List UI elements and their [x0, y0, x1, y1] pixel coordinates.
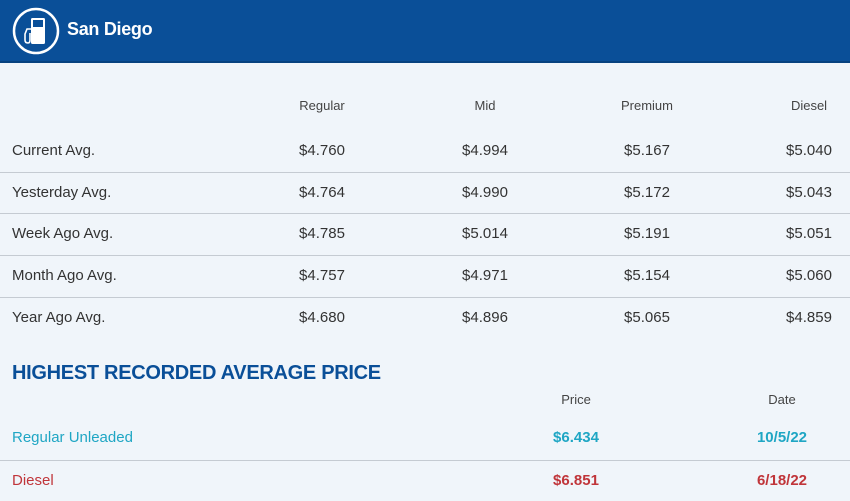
price-value: $5.065: [624, 309, 670, 326]
column-header: Regular: [299, 98, 345, 113]
table-row: Year Ago Avg. $4.680 $4.896 $5.065 $4.859: [0, 297, 850, 338]
price-value: $4.757: [299, 267, 345, 284]
row-label: Year Ago Avg.: [12, 309, 106, 326]
table-row: Month Ago Avg. $4.757 $4.971 $5.154 $5.060: [0, 255, 850, 296]
column-header: Mid: [474, 98, 496, 113]
fuel-label: Diesel: [12, 472, 54, 489]
price-value: $5.040: [786, 142, 832, 159]
table-row: Diesel $6.851 6/18/22: [0, 460, 850, 501]
column-header: Premium: [620, 98, 673, 113]
price-value: $5.154: [624, 267, 670, 284]
price-value: $4.680: [299, 309, 345, 326]
header-bar: San Diego: [0, 0, 850, 63]
record-price: $6.434: [553, 429, 599, 446]
row-label: Current Avg.: [12, 142, 96, 159]
price-value: $5.014: [462, 225, 508, 242]
price-value: $4.760: [299, 142, 345, 159]
price-value: $4.990: [462, 184, 508, 201]
column-header: Date: [768, 392, 796, 407]
highest-table-header: Price Date: [0, 392, 850, 433]
price-value: $5.060: [786, 267, 832, 284]
price-value: $4.764: [299, 184, 345, 201]
table-row: Yesterday Avg. $4.764 $4.990 $5.172 $5.043: [0, 172, 850, 213]
table-row: Week Ago Avg. $4.785 $5.014 $5.191 $5.051: [0, 213, 850, 254]
price-value: $5.051: [786, 225, 832, 242]
price-value: $4.994: [462, 142, 508, 159]
column-header: Price: [561, 392, 591, 407]
row-label: Month Ago Avg.: [12, 267, 117, 284]
price-value: $4.971: [462, 267, 508, 284]
table-row: Regular Unleaded $6.434 10/5/22: [0, 429, 850, 470]
row-label: Yesterday Avg.: [12, 184, 112, 201]
column-header: Diesel: [790, 98, 828, 113]
section-title: HIGHEST RECORDED AVERAGE PRICE: [12, 362, 381, 384]
price-value: $5.191: [624, 225, 670, 242]
price-value: $5.172: [624, 184, 670, 201]
fuel-label: Regular Unleaded: [12, 429, 133, 446]
row-label: Week Ago Avg.: [12, 225, 114, 242]
table-row: Current Avg. $4.760 $4.994 $5.167 $5.040: [0, 142, 850, 183]
record-date: 10/5/22: [756, 429, 808, 446]
price-value: $5.043: [786, 184, 832, 201]
price-value: $4.896: [462, 309, 508, 326]
record-price: $6.851: [553, 472, 599, 489]
price-value: $4.859: [786, 309, 832, 326]
price-value: $4.785: [299, 225, 345, 242]
record-date: 6/18/22: [756, 472, 808, 489]
price-value: $5.167: [624, 142, 670, 159]
table-header: Regular Mid Premium Diesel: [0, 98, 850, 139]
gas-pump-icon: [12, 7, 60, 55]
page-title: San Diego: [67, 19, 153, 39]
